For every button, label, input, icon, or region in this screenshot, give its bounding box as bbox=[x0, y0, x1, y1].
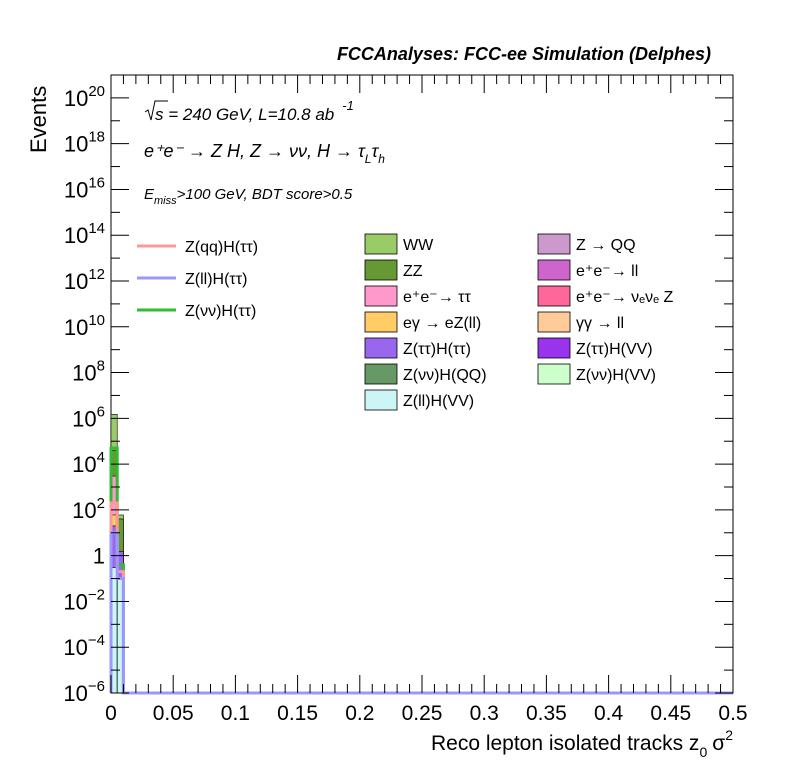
chart-title: FCCAnalyses: FCC-ee Simulation (Delphes) bbox=[337, 44, 711, 64]
y-tick-label-base-0: 10 bbox=[63, 681, 87, 706]
legend-bkg-label-2: ZZ bbox=[403, 263, 423, 280]
annotation-block: s = 240 GeV, L=10.8 ab -1 e⁺e⁻ → Z H, Z →… bbox=[144, 98, 385, 207]
y-tick-label-0: 10−6 bbox=[63, 678, 105, 706]
y-tick-label-base-11: 10 bbox=[64, 177, 88, 202]
y-tick-label-9: 1012 bbox=[64, 266, 105, 294]
x-tick-label-10: 0.5 bbox=[718, 702, 747, 725]
x-tick-label-5: 0.25 bbox=[402, 702, 443, 725]
legend-bkg-swatch-1 bbox=[537, 233, 571, 255]
legend-bkg-label-6: eγ → eZ(ll) bbox=[403, 315, 481, 332]
legend-bkg-swatch-8 bbox=[364, 337, 398, 359]
x-tick-label-9: 0.45 bbox=[650, 702, 691, 725]
y-tick-label-base-1: 10 bbox=[63, 635, 87, 660]
y-tick-label-exp-0: −6 bbox=[88, 678, 105, 695]
y-tick-label-base-10: 10 bbox=[64, 223, 88, 248]
y-tick-label-base-7: 10 bbox=[72, 361, 96, 386]
legend-bkg-label-5: e⁺e⁻→ νₑνₑ Z bbox=[576, 289, 673, 306]
y-tick-label-base-12: 10 bbox=[64, 132, 88, 157]
legend-bkg-label-11: Z(νν)H(VV) bbox=[576, 367, 656, 384]
y-tick-label-3: 1 bbox=[93, 544, 105, 569]
y-axis-ticks: 10−610−410−21102104106108101010121014101… bbox=[63, 83, 733, 706]
y-tick-label-base-4: 10 bbox=[72, 498, 96, 523]
plot-frame bbox=[110, 74, 734, 694]
y-tick-label-11: 1016 bbox=[64, 174, 105, 202]
legend-bkg-label-3: e⁺e⁻→ ll bbox=[576, 263, 638, 280]
x-tick-label-1: 0.05 bbox=[153, 702, 194, 725]
x-tick-label-0: 0 bbox=[105, 702, 117, 725]
y-tick-label-13: 1020 bbox=[64, 83, 105, 111]
legend-bkg-swatch-11 bbox=[537, 363, 571, 385]
legend-bkg-swatch-6 bbox=[364, 311, 398, 333]
legend-bkg-swatch-12 bbox=[364, 389, 398, 411]
y-tick-label-base-8: 10 bbox=[64, 315, 88, 340]
legend-bkg-label-0: WW bbox=[403, 237, 434, 254]
x-tick-label-6: 0.3 bbox=[470, 702, 499, 725]
sqrt-symbol bbox=[144, 100, 168, 121]
signal-lines bbox=[109, 446, 733, 695]
x-tick-label-4: 0.2 bbox=[345, 702, 374, 725]
y-tick-label-12: 1018 bbox=[64, 129, 105, 157]
y-tick-label-7: 108 bbox=[72, 358, 105, 386]
legend-bkg-label-7: γγ → ll bbox=[576, 315, 624, 332]
legend-bkg-label-4: e⁺e⁻→ ττ bbox=[403, 289, 471, 306]
y-tick-label-2: 10−2 bbox=[63, 586, 105, 614]
annotation-process: e⁺e⁻ → Z H, Z → νν, H → τLτh bbox=[144, 141, 385, 166]
y-tick-label-5: 104 bbox=[72, 449, 105, 477]
legend-bkg-swatch-0 bbox=[364, 233, 398, 255]
legend-signal-label-0: Z(qq)H(ττ) bbox=[185, 239, 258, 256]
legend-bkg-swatch-4 bbox=[364, 285, 398, 307]
legend-bkg-swatch-10 bbox=[364, 363, 398, 385]
y-tick-label-6: 106 bbox=[72, 403, 105, 431]
y-tick-label-exp-5: 4 bbox=[97, 449, 105, 466]
legend-bkg-label-12: Z(ll)H(VV) bbox=[403, 393, 474, 410]
x-tick-label-3: 0.15 bbox=[277, 702, 318, 725]
y-tick-label-10: 1014 bbox=[64, 220, 105, 248]
x-tick-label-7: 0.35 bbox=[526, 702, 567, 725]
y-tick-label-exp-11: 16 bbox=[88, 174, 105, 191]
signal-line-1 bbox=[109, 501, 733, 695]
y-tick-label-exp-13: 20 bbox=[88, 83, 105, 100]
y-tick-label-exp-7: 8 bbox=[97, 358, 105, 375]
y-tick-label-base-5: 10 bbox=[72, 452, 96, 477]
x-axis-ticks: 0 0.05 0.1 0.15 0.2 0.25 0.3 0.35 0.4 0.45 0.5 bbox=[105, 75, 748, 725]
legend-signal: Z(qq)H(ττ) Z(ll)H(ττ) Z(νν)H(ττ) bbox=[137, 239, 258, 320]
x-axis-label: Reco lepton isolated tracks z0 σ2 bbox=[431, 727, 733, 760]
annotation-energy-lumi: s = 240 GeV, L=10.8 ab -1 bbox=[155, 98, 354, 124]
y-tick-label-exp-4: 2 bbox=[97, 495, 105, 512]
y-tick-label-exp-12: 18 bbox=[88, 129, 105, 146]
y-tick-label-base-9: 10 bbox=[64, 269, 88, 294]
y-tick-label-exp-10: 14 bbox=[88, 220, 105, 237]
legend-bkg-swatch-7 bbox=[537, 311, 571, 333]
y-tick-label-base-13: 10 bbox=[64, 86, 88, 111]
legend-signal-label-1: Z(ll)H(ττ) bbox=[185, 271, 247, 288]
y-tick-label-exp-2: −2 bbox=[88, 586, 105, 603]
legend-bkg-label-1: Z → QQ bbox=[576, 237, 636, 254]
legend-signal-label-2: Z(νν)H(ττ) bbox=[185, 303, 256, 320]
y-tick-label-1: 10−4 bbox=[63, 632, 105, 660]
legend-bkg-swatch-9 bbox=[537, 337, 571, 359]
x-tick-label-2: 0.1 bbox=[221, 702, 250, 725]
signal-line-0 bbox=[109, 446, 733, 695]
y-tick-label-exp-6: 6 bbox=[97, 403, 105, 420]
y-tick-label-exp-9: 12 bbox=[88, 266, 105, 283]
y-axis-label: Events bbox=[26, 86, 51, 153]
y-tick-label-base-3: 1 bbox=[93, 544, 105, 569]
y-tick-label-8: 1010 bbox=[64, 312, 105, 340]
legend-bkg-label-10: Z(νν)H(QQ) bbox=[403, 367, 487, 384]
annotation-selection: Emiss>100 GeV, BDT score>0.5 bbox=[144, 186, 353, 207]
legend-background: WW Z → QQ ZZ e⁺e⁻→ ll e⁺e⁻→ ττ e⁺e⁻→ νₑνₑ Z eγ… bbox=[364, 233, 673, 411]
y-tick-label-base-6: 10 bbox=[72, 406, 96, 431]
legend-bkg-label-9: Z(ττ)H(VV) bbox=[576, 341, 653, 358]
y-tick-label-exp-8: 10 bbox=[88, 312, 105, 329]
legend-bkg-label-8: Z(ττ)H(ττ) bbox=[403, 341, 471, 358]
y-tick-label-base-2: 10 bbox=[63, 589, 87, 614]
legend-bkg-swatch-3 bbox=[537, 259, 571, 281]
signal-line-2 bbox=[109, 531, 733, 695]
legend-bkg-swatch-2 bbox=[364, 259, 398, 281]
x-tick-label-8: 0.4 bbox=[594, 702, 624, 725]
y-tick-label-4: 102 bbox=[72, 495, 105, 523]
legend-bkg-swatch-5 bbox=[537, 285, 571, 307]
y-tick-label-exp-1: −4 bbox=[88, 632, 105, 649]
